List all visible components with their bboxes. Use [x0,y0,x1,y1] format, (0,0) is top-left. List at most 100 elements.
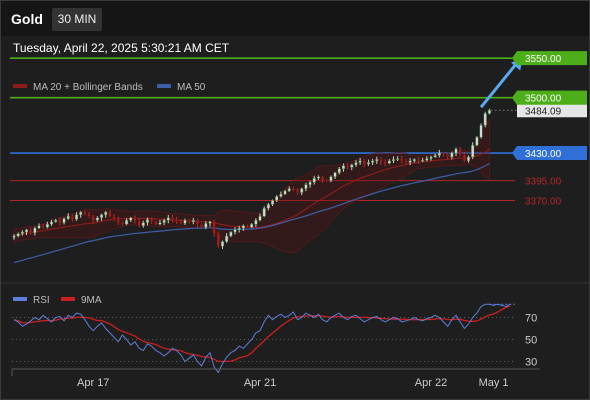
ma50-line [13,163,490,264]
candle [287,188,291,192]
candle [112,216,116,220]
candle [371,160,375,163]
candle [133,217,137,222]
level-label-box [512,146,587,161]
candle [429,156,433,159]
candle [104,212,108,215]
candle [212,221,216,234]
candle [141,222,145,226]
candle [391,159,395,162]
candles [12,108,491,249]
candle [204,223,208,228]
rsi-tick-label: 70 [525,313,537,325]
candle [458,148,462,155]
candle [433,155,437,158]
candle [175,219,179,222]
candle [437,152,441,156]
candle [312,178,316,183]
x-axis: Apr 17 Apr 21 Apr 22 May 1 [11,368,540,389]
timeframe-button[interactable]: 30 MIN [52,8,102,31]
candle [350,164,354,168]
candle [442,152,446,155]
candle [275,196,279,201]
bollinger-bands [13,118,490,254]
legend-swatch [13,297,27,301]
candle [404,160,408,163]
candle [258,216,262,221]
candle [45,223,49,228]
candle [291,188,295,191]
candle [95,217,99,221]
candle [50,221,54,225]
candle [166,217,170,221]
candle [129,217,133,221]
top-bar: Gold 30 MIN [1,1,589,36]
candle [87,213,91,217]
candle [316,176,320,179]
candle [25,229,29,233]
candle [208,221,212,224]
bollinger-band-area [13,118,490,254]
candle [100,214,104,219]
level-label: 3395.00 [525,177,562,188]
level-label: 3370.00 [525,196,562,207]
candle [220,241,224,247]
candle [216,233,220,247]
rsi-ma-line [13,305,511,363]
candle [475,137,479,146]
candle [170,217,174,220]
candle [195,220,199,225]
candle [471,144,475,158]
candle [41,225,45,228]
candle [37,225,41,229]
candle [120,222,124,225]
candle [187,220,191,222]
candle [304,184,308,189]
candle [266,204,270,209]
candle [62,218,66,223]
candle [329,176,333,181]
arrow-shaft [479,62,518,109]
candle [366,162,370,165]
legend-label: MA 50 [177,82,206,93]
candle [387,160,391,164]
legend-label: RSI [33,295,50,306]
candle [116,219,120,223]
candle [379,159,383,162]
candle [91,216,95,221]
candle [246,225,250,228]
candle [271,200,275,205]
candle [200,223,204,228]
candle [158,222,162,225]
candle [358,160,362,163]
level-label-box [512,90,587,105]
candle [337,168,341,173]
x-tick-label: Apr 22 [415,377,447,389]
candle [20,231,24,234]
level-labels: 3550.00 3500.00 3430.00 3395.00 3370.00 3484.… [512,51,587,207]
candle [341,165,345,170]
candle [29,229,33,234]
candle [296,189,300,193]
legend-swatch [13,84,27,88]
candle [66,216,70,219]
current-price-box [517,103,587,118]
x-tick-label: May 1 [479,377,509,389]
candle [145,219,149,223]
candle [383,161,387,164]
candle [396,158,400,160]
candle [191,220,195,222]
candle [237,227,241,230]
symbol-title: Gold [11,11,43,27]
rsi-pane: 70 50 30 [12,303,537,374]
candle [70,216,74,220]
candle [108,212,112,217]
candle [416,159,420,162]
x-tick-label: Apr 17 [77,377,109,389]
legend-swatch [61,297,75,301]
candle [279,193,283,197]
candle [137,220,141,226]
legend-swatch [157,84,171,88]
candle [12,235,16,238]
